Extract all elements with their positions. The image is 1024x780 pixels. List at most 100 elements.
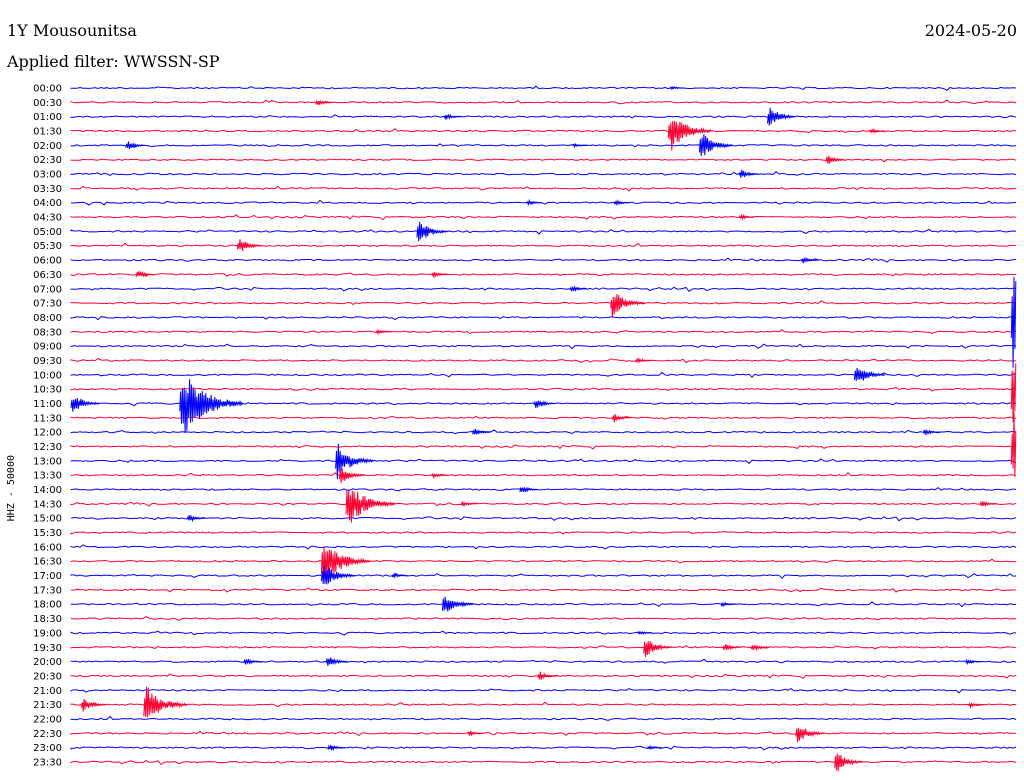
seismic-event	[416, 221, 448, 242]
tick-label: 14:30	[33, 499, 62, 510]
trace-line	[70, 745, 1017, 751]
seismic-event	[345, 490, 396, 523]
trace-line	[70, 730, 1017, 737]
seismic-event	[135, 270, 155, 278]
tick-label: 20:30	[33, 671, 62, 682]
seismic-event	[325, 657, 349, 666]
tick-label: 23:30	[33, 757, 62, 768]
trace-line	[70, 300, 1017, 305]
seismic-event	[519, 486, 539, 493]
trace-line	[70, 199, 1017, 206]
tick-label: 02:00	[33, 141, 62, 152]
tick-label: 16:00	[33, 542, 62, 553]
seismic-event	[472, 428, 491, 435]
tick-label: 11:00	[33, 399, 62, 410]
tick-label: 19:00	[33, 628, 62, 639]
trace-line	[70, 286, 1016, 292]
trace-line	[70, 715, 1017, 721]
seismic-event	[533, 399, 555, 408]
trace-line	[70, 158, 1017, 163]
trace-line	[70, 616, 1017, 621]
seismic-event	[750, 644, 770, 652]
seismic-event	[320, 565, 356, 585]
seismic-event	[825, 155, 846, 164]
tick-label: 03:00	[33, 170, 62, 181]
trace-line	[70, 128, 1017, 134]
seismic-event	[667, 120, 712, 151]
seismic-event	[1010, 363, 1017, 423]
trace-line	[70, 272, 1017, 278]
trace-line	[70, 658, 1017, 664]
seismic-event	[143, 686, 188, 718]
trace-line	[70, 343, 1017, 350]
trace-line	[70, 701, 1017, 708]
time-tick-labels: 00:00 00:30 01:00 01:30 02:00 02:30 03:00 03:30…	[33, 84, 62, 769]
tick-label: 08:00	[33, 313, 62, 324]
tick-label: 01:00	[33, 112, 62, 123]
seismic-event	[467, 730, 484, 737]
seismic-event	[801, 256, 819, 264]
trace-line	[70, 501, 1017, 507]
tick-label: 20:00	[33, 657, 62, 668]
seismic-event	[572, 142, 588, 149]
seismic-event	[834, 753, 863, 772]
tick-label: 15:00	[33, 514, 62, 525]
seismic-event	[613, 199, 630, 206]
tick-label: 07:00	[33, 284, 62, 295]
seismic-event	[1010, 276, 1017, 368]
date-label: 2024-05-20	[924, 21, 1017, 40]
seismic-event	[965, 658, 982, 666]
tick-label: 22:30	[33, 729, 62, 740]
trace-line	[70, 85, 1017, 92]
seismic-event	[80, 698, 106, 712]
seismic-event	[443, 113, 462, 120]
seismic-event	[637, 630, 653, 635]
seismic-event	[922, 429, 941, 436]
trace-line	[70, 99, 1017, 105]
trace-line	[70, 688, 1017, 694]
seismic-event	[441, 596, 474, 612]
trace-line	[70, 171, 1017, 176]
tick-label: 18:30	[33, 614, 62, 625]
seismic-event	[853, 367, 886, 381]
tick-label: 05:30	[33, 241, 62, 252]
seismic-event	[243, 658, 263, 665]
seismic-event	[643, 640, 672, 658]
trace-line	[70, 114, 1017, 119]
trace-line	[70, 759, 1017, 766]
trace-line	[70, 486, 1017, 492]
tick-label: 00:30	[33, 98, 62, 109]
seismic-event	[125, 141, 145, 150]
tick-label: 08:30	[33, 327, 62, 338]
station-title: 1Y Mousounitsa	[7, 21, 137, 40]
trace-line	[70, 516, 1017, 522]
tick-label: 09:00	[33, 342, 62, 353]
tick-label: 06:00	[33, 256, 62, 267]
tick-label: 11:30	[33, 413, 62, 424]
tick-label: 03:30	[33, 184, 62, 195]
seismic-event	[391, 571, 408, 579]
trace-line	[70, 630, 1017, 636]
seismic-events	[70, 85, 1017, 772]
seismic-event	[460, 500, 477, 507]
tick-label: 19:30	[33, 643, 62, 654]
trace-line	[70, 228, 1017, 235]
tick-label: 17:30	[33, 585, 62, 596]
tick-label: 10:30	[33, 385, 62, 396]
tick-label: 15:30	[33, 528, 62, 539]
trace-line	[70, 257, 1017, 263]
trace-line	[70, 386, 1017, 392]
seismic-event	[526, 198, 543, 207]
seismic-event	[431, 472, 448, 480]
trace-line	[70, 530, 1017, 535]
seismic-event	[431, 271, 450, 278]
seismic-event	[795, 727, 825, 743]
seismic-event	[968, 701, 985, 710]
seismic-event	[767, 107, 796, 126]
seismic-event	[646, 744, 662, 751]
trace-line	[70, 572, 1017, 579]
trace-line	[70, 214, 1017, 221]
seismic-event	[537, 671, 557, 680]
tick-label: 00:00	[33, 84, 62, 95]
trace-line	[70, 472, 1017, 477]
